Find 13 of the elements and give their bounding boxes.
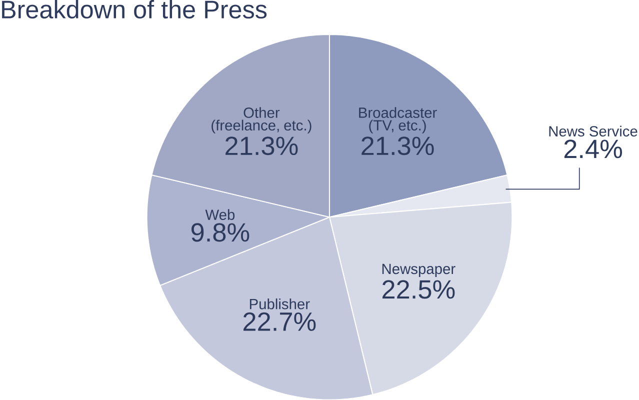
slice-label: News Service [549, 126, 638, 136]
slice-label: Newspaper [382, 264, 456, 277]
data-label: 2.4% [564, 139, 622, 158]
slice-label: Other (freelance, etc.) [212, 106, 312, 134]
data-label: 21.3% [362, 136, 434, 155]
data-label: 21.3% [226, 136, 298, 155]
slice-label: Broadcaster (TV, etc.) [359, 106, 437, 134]
slice-label: Publisher [250, 298, 310, 310]
data-label: 9.8% [192, 222, 250, 242]
data-label: 22.7% [244, 312, 316, 331]
data-label: 22.5% [382, 280, 455, 299]
slice-label: Web [205, 208, 235, 220]
chart-title: Breakdown of the Press [2, 0, 267, 18]
